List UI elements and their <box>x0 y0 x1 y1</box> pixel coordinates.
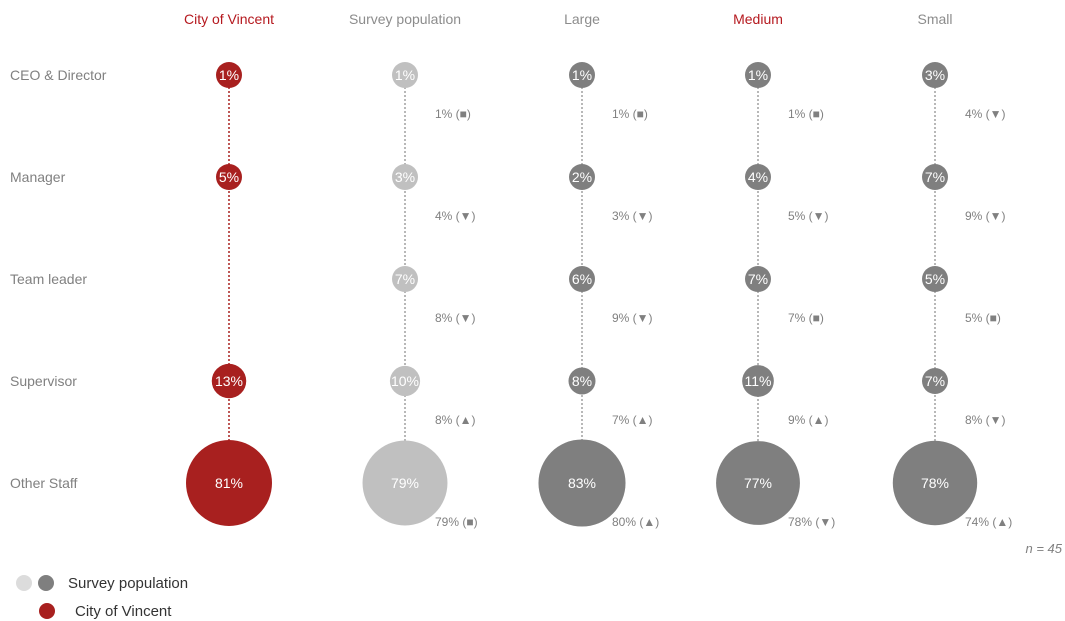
bubble-value-city-of-vincent-supervisor: 13% <box>215 373 243 389</box>
row-label-team-leader: Team leader <box>10 271 87 287</box>
bubble-medium-team-leader <box>745 266 771 292</box>
bubble-small-manager <box>922 164 948 190</box>
bubble-large-team-leader <box>569 266 595 292</box>
bubble-value-medium-team-leader: 7% <box>748 271 768 287</box>
row-label-other-staff: Other Staff <box>10 475 78 491</box>
chart-labels: CEO & Director Manager Team leader Supervis… <box>10 11 1012 529</box>
previous-value-medium-team-leader: 7% (■) <box>788 311 824 325</box>
bubble-medium-ceo-and-director <box>745 62 771 88</box>
previous-value-survey-population-manager: 4% (▼) <box>435 209 476 223</box>
bubble-value-survey-population-supervisor: 10% <box>391 373 419 389</box>
bubble-large-manager <box>569 164 595 190</box>
column-title-small: Small <box>917 11 952 27</box>
bubble-value-small-supervisor: 7% <box>925 373 945 389</box>
bubble-large-ceo-and-director <box>569 62 595 88</box>
bubble-survey-population-team-leader <box>392 266 418 292</box>
legend-survey-dark-swatch <box>38 575 54 591</box>
bubble-value-city-of-vincent-ceo-and-director: 1% <box>219 67 239 83</box>
previous-value-small-other-staff: 74% (▲) <box>965 515 1012 529</box>
legend: Survey population City of Vincent <box>16 575 188 620</box>
bubble-small-ceo-and-director <box>922 62 948 88</box>
bubble-value-medium-manager: 4% <box>748 169 768 185</box>
bubble-value-small-team-leader: 5% <box>925 271 945 287</box>
row-label-ceo-and-director: CEO & Director <box>10 67 107 83</box>
bubble-value-survey-population-team-leader: 7% <box>395 271 415 287</box>
sample-size-note: n = 45 <box>1025 541 1062 556</box>
bubble-medium-supervisor <box>742 365 774 397</box>
bubble-value-large-other-staff: 83% <box>568 475 596 491</box>
bubble-value-small-manager: 7% <box>925 169 945 185</box>
bubble-city-of-vincent-ceo-and-director <box>216 62 242 88</box>
bubbles <box>186 62 978 527</box>
bubble-value-large-ceo-and-director: 1% <box>572 67 592 83</box>
previous-value-small-team-leader: 5% (■) <box>965 311 1001 325</box>
bubble-city-of-vincent-other-staff <box>186 440 272 526</box>
previous-value-large-supervisor: 7% (▲) <box>612 413 653 427</box>
bubble-value-city-of-vincent-other-staff: 81% <box>215 475 243 491</box>
bubble-city-of-vincent-manager <box>216 164 242 190</box>
bubble-value-city-of-vincent-manager: 5% <box>219 169 239 185</box>
bubble-value-survey-population-other-staff: 79% <box>391 475 419 491</box>
bubble-small-other-staff <box>892 440 978 526</box>
previous-value-survey-population-ceo-and-director: 1% (■) <box>435 107 471 121</box>
bubble-large-supervisor <box>568 367 596 395</box>
bubble-survey-population-supervisor <box>389 365 421 397</box>
bubble-value-survey-population-manager: 3% <box>395 169 415 185</box>
column-title-large: Large <box>564 11 600 27</box>
bubble-value-medium-supervisor: 11% <box>745 373 772 389</box>
row-label-supervisor: Supervisor <box>10 373 77 389</box>
previous-value-medium-supervisor: 9% (▲) <box>788 413 829 427</box>
previous-value-medium-ceo-and-director: 1% (■) <box>788 107 824 121</box>
column-title-survey-population: Survey population <box>349 11 461 27</box>
legend-survey-light-swatch <box>16 575 32 591</box>
previous-value-large-team-leader: 9% (▼) <box>612 311 653 325</box>
column-title-city-of-vincent: City of Vincent <box>184 11 274 27</box>
bubble-value-medium-ceo-and-director: 1% <box>748 67 768 83</box>
legend-vincent-label: City of Vincent <box>75 603 172 620</box>
bubble-survey-population-ceo-and-director <box>392 62 418 88</box>
bubble-value-medium-other-staff: 77% <box>744 475 772 491</box>
previous-value-medium-other-staff: 78% (▼) <box>788 515 835 529</box>
previous-value-small-ceo-and-director: 4% (▼) <box>965 107 1006 121</box>
bubble-city-of-vincent-supervisor <box>211 363 247 399</box>
row-label-manager: Manager <box>10 169 66 185</box>
previous-value-large-other-staff: 80% (▲) <box>612 515 659 529</box>
bubble-value-small-ceo-and-director: 3% <box>925 67 945 83</box>
column-title-medium: Medium <box>733 11 783 27</box>
bubble-survey-population-manager <box>392 164 418 190</box>
bubble-value-large-manager: 2% <box>572 169 592 185</box>
legend-survey-label: Survey population <box>68 575 188 592</box>
bubble-value-large-team-leader: 6% <box>572 271 592 287</box>
bubble-survey-population-other-staff <box>362 440 448 526</box>
previous-value-small-manager: 9% (▼) <box>965 209 1006 223</box>
previous-value-medium-manager: 5% (▼) <box>788 209 829 223</box>
previous-value-survey-population-team-leader: 8% (▼) <box>435 311 476 325</box>
previous-value-survey-population-supervisor: 8% (▲) <box>435 413 476 427</box>
bubble-small-supervisor <box>922 368 948 394</box>
bubble-small-team-leader <box>922 266 948 292</box>
previous-value-small-supervisor: 8% (▼) <box>965 413 1006 427</box>
bubble-large-other-staff <box>538 439 626 527</box>
bubble-value-large-supervisor: 8% <box>572 373 592 389</box>
bubble-medium-manager <box>745 164 771 190</box>
bubble-value-survey-population-ceo-and-director: 1% <box>395 67 415 83</box>
legend-vincent-swatch <box>39 603 55 619</box>
bubble-medium-other-staff <box>716 441 800 525</box>
bubble-value-small-other-staff: 78% <box>921 475 949 491</box>
previous-value-large-manager: 3% (▼) <box>612 209 653 223</box>
previous-value-large-ceo-and-director: 1% (■) <box>612 107 648 121</box>
previous-value-survey-population-other-staff: 79% (■) <box>435 515 478 529</box>
